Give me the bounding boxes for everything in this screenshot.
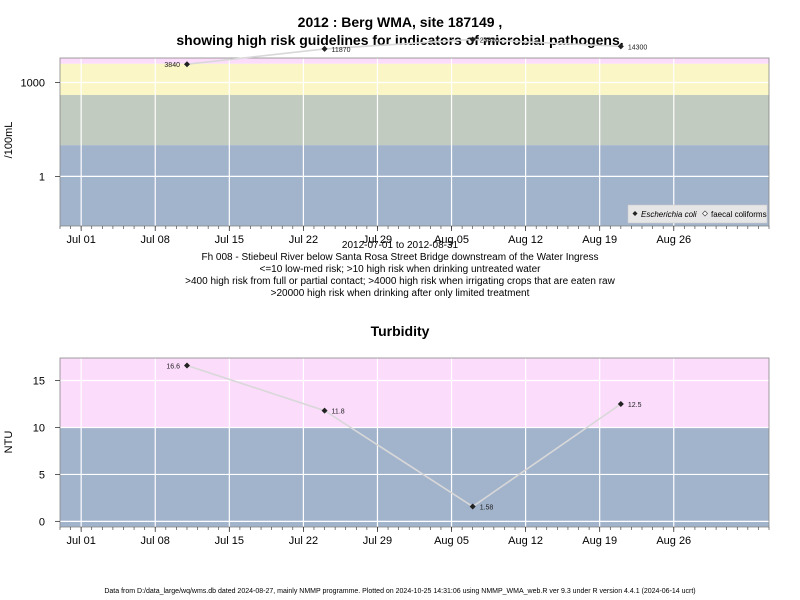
chart-title-line1: 2012 : Berg WMA, site 187149 , bbox=[297, 14, 503, 30]
data-point bbox=[183, 61, 190, 68]
chart-title-line2: showing high risk guidelines for indicat… bbox=[176, 32, 624, 48]
y-tick-label: 5 bbox=[39, 469, 45, 481]
x-tick-label: Aug 05 bbox=[434, 234, 469, 246]
data-label: 1.58 bbox=[480, 505, 494, 512]
legend-box bbox=[627, 204, 768, 224]
x-tick-label: Jul 15 bbox=[215, 535, 244, 547]
data-label: 3840 bbox=[164, 62, 180, 69]
data-label: 23820 bbox=[480, 37, 500, 44]
y-tick-label: 0 bbox=[39, 516, 45, 528]
x-tick-label: Aug 19 bbox=[582, 535, 617, 547]
data-point bbox=[469, 503, 476, 510]
data-point bbox=[617, 401, 624, 408]
caption-site: Fh 008 - Stiebeul River below Santa Rosa… bbox=[201, 252, 599, 263]
data-label: 12.5 bbox=[628, 402, 642, 409]
legend-label-faecal: faecal coliforms bbox=[711, 210, 767, 219]
risk-band bbox=[60, 63, 769, 95]
plot-frame bbox=[59, 57, 770, 227]
data-point bbox=[321, 407, 328, 414]
data-label: 14300 bbox=[628, 44, 648, 51]
risk-band bbox=[60, 58, 769, 64]
risk-band bbox=[60, 94, 769, 146]
legend-marker-faecal bbox=[702, 210, 708, 217]
risk-band bbox=[60, 427, 769, 527]
x-tick-label: Jul 08 bbox=[141, 535, 170, 547]
data-point bbox=[183, 362, 190, 369]
turbidity-title: Turbidity bbox=[370, 323, 430, 339]
y-tick-label: 10 bbox=[33, 422, 45, 434]
y-tick-label: 1 bbox=[39, 171, 45, 183]
caption-risk-line1: <=10 low-med risk; >10 high risk when dr… bbox=[259, 264, 541, 275]
x-tick-label: Aug 26 bbox=[656, 234, 691, 246]
x-tick-label: Jul 08 bbox=[141, 234, 170, 246]
x-tick-label: Aug 05 bbox=[434, 535, 469, 547]
x-tick-label: Jul 22 bbox=[289, 234, 318, 246]
x-tick-label: Jul 29 bbox=[363, 535, 392, 547]
x-tick-label: Jul 15 bbox=[215, 234, 244, 246]
legend-marker-ecoli bbox=[632, 211, 638, 216]
y-tick-label: 1000 bbox=[21, 78, 45, 90]
data-point bbox=[617, 43, 624, 50]
caption-date-range: 2012-07-01 to 2012-08-31 bbox=[341, 240, 459, 251]
data-label: 16.6 bbox=[166, 364, 180, 371]
data-label: 11870 bbox=[332, 47, 351, 54]
y-axis-label: /100mL bbox=[3, 122, 15, 159]
x-tick-label: Aug 26 bbox=[656, 535, 691, 547]
x-tick-label: Jul 22 bbox=[289, 535, 318, 547]
data-label: 11.8 bbox=[332, 409, 345, 416]
x-tick-label: Jul 01 bbox=[66, 234, 95, 246]
x-tick-label: Aug 12 bbox=[508, 234, 543, 246]
data-point bbox=[469, 36, 476, 43]
series-line bbox=[186, 364, 622, 508]
y-axis-label: NTU bbox=[3, 431, 15, 454]
x-tick-label: Aug 19 bbox=[582, 234, 617, 246]
legend-label-ecoli: Escherichia coli bbox=[641, 210, 697, 219]
risk-band bbox=[60, 358, 769, 428]
x-tick-label: Aug 12 bbox=[508, 535, 543, 547]
y-tick-label: 15 bbox=[33, 376, 45, 388]
plot-frame bbox=[59, 357, 770, 528]
footer-note: Data from D:/data_large/wq/wms.db dated … bbox=[104, 588, 696, 595]
caption-risk-line3: >20000 high risk when drinking after onl… bbox=[270, 288, 530, 299]
data-point bbox=[321, 45, 328, 52]
caption-risk-line2: >400 high risk from full or partial cont… bbox=[185, 276, 615, 287]
x-tick-label: Jul 01 bbox=[66, 535, 95, 547]
series-line bbox=[186, 38, 621, 66]
x-tick-label: Jul 29 bbox=[363, 234, 392, 246]
